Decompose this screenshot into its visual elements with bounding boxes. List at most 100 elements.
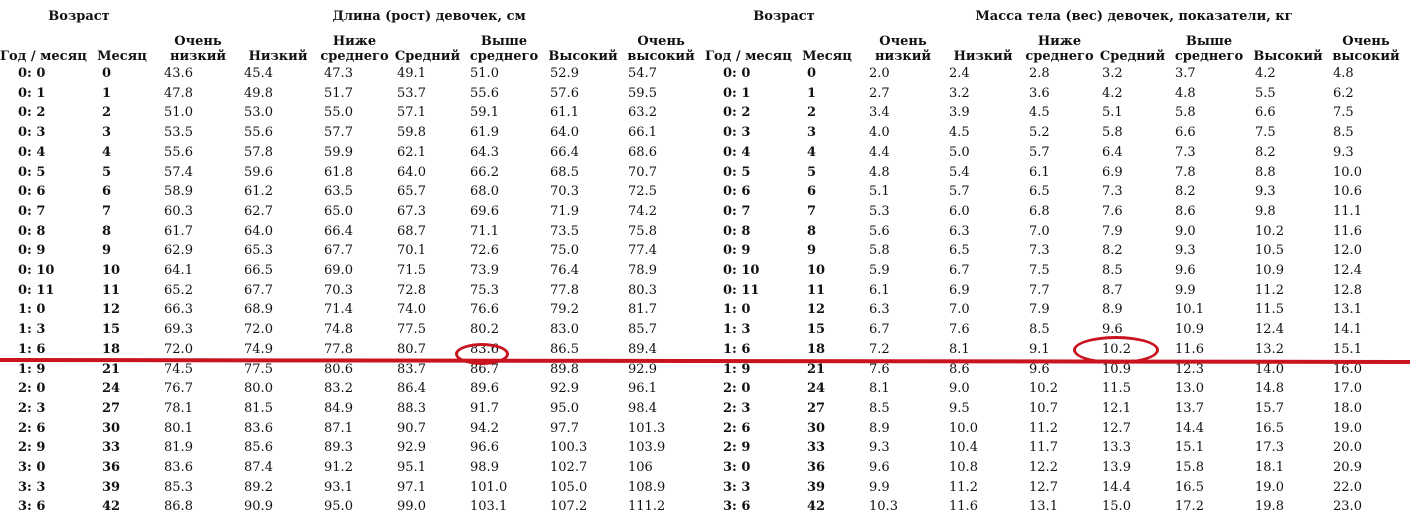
- value-cell: 4.8: [1333, 66, 1354, 81]
- value-cell: 8.2: [1102, 243, 1123, 259]
- table-row: 0: 2 2 3.4 3.9 4.5 5.1 5.8 6.6 7.5: [705, 103, 1405, 123]
- value-cell: 10.0: [949, 420, 978, 436]
- month-cell: 9: [102, 243, 112, 259]
- table-row: 0: 11 11 6.1 6.9 7.7 8.7 9.9 11.2 12.8: [705, 281, 1405, 301]
- value-cell: 78.1: [164, 400, 193, 416]
- table-row: 0: 8 8 5.6 6.3 7.0 7.9 9.0 10.2 11.6: [705, 222, 1405, 242]
- value-cell: 6.2: [1333, 85, 1354, 101]
- column-header-line2: среднего: [1025, 49, 1094, 64]
- value-cell: 8.9: [869, 420, 890, 436]
- age-cell: 0: 8: [18, 223, 46, 239]
- value-cell: 10.8: [949, 460, 978, 476]
- value-cell: 66.4: [550, 144, 579, 160]
- value-cell: 70.3: [550, 184, 579, 200]
- value-cell: 103.1: [470, 499, 508, 515]
- age-group-header: Возраст: [48, 8, 110, 24]
- value-cell: 22.0: [1333, 479, 1362, 495]
- value-cell: 18.0: [1333, 400, 1362, 416]
- value-cell: 2.8: [1029, 66, 1050, 81]
- value-cell: 13.1: [1333, 302, 1362, 318]
- table-row: 0: 7 7 5.3 6.0 6.8 7.6 8.6 9.8 11.1: [705, 202, 1405, 222]
- column-header: Низкий: [238, 28, 318, 64]
- value-cell: 90.9: [244, 499, 273, 515]
- value-cell: 19.0: [1333, 420, 1362, 436]
- value-cell: 64.3: [470, 144, 499, 160]
- value-cell: 6.3: [869, 302, 890, 318]
- value-cell: 13.1: [1029, 499, 1058, 515]
- table-row: 0: 4 4 55.6 57.8 59.9 62.1 64.3 66.4 68.6: [0, 143, 700, 163]
- age-group-header: Возраст: [753, 8, 815, 24]
- value-cell: 9.6: [869, 460, 890, 476]
- column-header: Средний: [1096, 28, 1169, 64]
- age-cell: 3: 3: [18, 479, 46, 495]
- column-header: Очень высокий: [622, 28, 700, 64]
- month-cell: 21: [807, 361, 826, 377]
- value-cell: 11.6: [1333, 223, 1362, 239]
- value-cell: 53.5: [164, 125, 193, 141]
- value-cell: 7.3: [1029, 243, 1050, 259]
- table-row: 1: 9 21 7.6 8.6 9.6 10.9 12.3 14.0 16.0: [705, 360, 1405, 380]
- value-cell: 45.4: [244, 66, 273, 81]
- value-cell: 3.9: [949, 105, 970, 121]
- value-cell: 16.5: [1255, 420, 1284, 436]
- value-cell: 70.1: [397, 243, 426, 259]
- value-cell: 5.7: [949, 184, 970, 200]
- value-cell: 17.3: [1255, 440, 1284, 456]
- month-cell: 27: [807, 400, 826, 416]
- value-cell: 15.8: [1175, 460, 1204, 476]
- table-row: 0: 3 3 4.0 4.5 5.2 5.8 6.6 7.5 8.5: [705, 123, 1405, 143]
- age-cell: 1: 0: [723, 302, 751, 318]
- month-cell: 6: [102, 184, 112, 200]
- value-cell: 85.6: [244, 440, 273, 456]
- value-cell: 4.2: [1255, 66, 1276, 81]
- value-cell: 11.2: [949, 479, 978, 495]
- value-cell: 8.5: [1029, 322, 1050, 338]
- value-cell: 96.6: [470, 440, 499, 456]
- age-cell: 2: 0: [723, 381, 751, 397]
- column-header-line2: Месяц: [802, 49, 852, 64]
- age-cell: 3: 0: [723, 460, 751, 476]
- value-cell: 75.0: [550, 243, 579, 259]
- value-cell: 80.6: [324, 361, 353, 377]
- value-cell: 9.6: [1102, 322, 1123, 338]
- value-cell: 6.5: [1029, 184, 1050, 200]
- length-table: Возраст Длина (рост) девочек, см Год / м…: [0, 4, 700, 517]
- month-cell: 3: [807, 125, 817, 141]
- age-cell: 2: 3: [18, 400, 46, 416]
- age-cell: 0: 1: [723, 85, 751, 101]
- table-row: 0: 9 9 62.9 65.3 67.7 70.1 72.6 75.0 77.4: [0, 241, 700, 261]
- column-header-line2: Средний: [1099, 49, 1166, 64]
- month-cell: 18: [807, 341, 826, 357]
- value-cell: 51.0: [164, 105, 193, 121]
- column-header-line1: Очень: [1342, 34, 1390, 49]
- month-cell: 2: [807, 105, 817, 121]
- column-header-line2: среднего: [320, 49, 389, 64]
- value-cell: 4.8: [1175, 85, 1196, 101]
- value-cell: 5.8: [869, 243, 890, 259]
- value-cell: 7.6: [1102, 203, 1123, 219]
- age-cell: 0: 1: [18, 85, 46, 101]
- value-cell: 61.7: [164, 223, 193, 239]
- value-cell: 9.3: [1255, 184, 1276, 200]
- age-cell: 0: 7: [18, 203, 46, 219]
- age-cell: 1: 6: [18, 341, 46, 357]
- value-cell: 59.8: [397, 125, 426, 141]
- value-cell: 62.7: [244, 203, 273, 219]
- value-cell: 68.6: [628, 144, 657, 160]
- table-row: 1: 0 12 6.3 7.0 7.9 8.9 10.1 11.5 13.1: [705, 300, 1405, 320]
- month-cell: 3: [102, 125, 112, 141]
- value-cell: 77.8: [550, 282, 579, 298]
- table-row: 2: 0 24 8.1 9.0 10.2 11.5 13.0 14.8 17.0: [705, 379, 1405, 399]
- value-cell: 14.0: [1255, 361, 1284, 377]
- value-cell: 47.3: [324, 66, 353, 81]
- value-cell: 11.5: [1102, 381, 1131, 397]
- month-cell: 18: [102, 341, 121, 357]
- table-row: 2: 3 27 8.5 9.5 10.7 12.1 13.7 15.7 18.0: [705, 399, 1405, 419]
- table-row: 0: 5 5 57.4 59.6 61.8 64.0 66.2 68.5 70.7: [0, 163, 700, 183]
- value-cell: 65.7: [397, 184, 426, 200]
- value-cell: 101.0: [470, 479, 508, 495]
- value-cell: 80.7: [397, 341, 426, 357]
- value-cell: 69.3: [164, 322, 193, 338]
- table-row: 1: 6 18 72.0 74.9 77.8 80.7 83.6 86.5 89.4: [0, 340, 700, 360]
- value-cell: 94.2: [470, 420, 499, 436]
